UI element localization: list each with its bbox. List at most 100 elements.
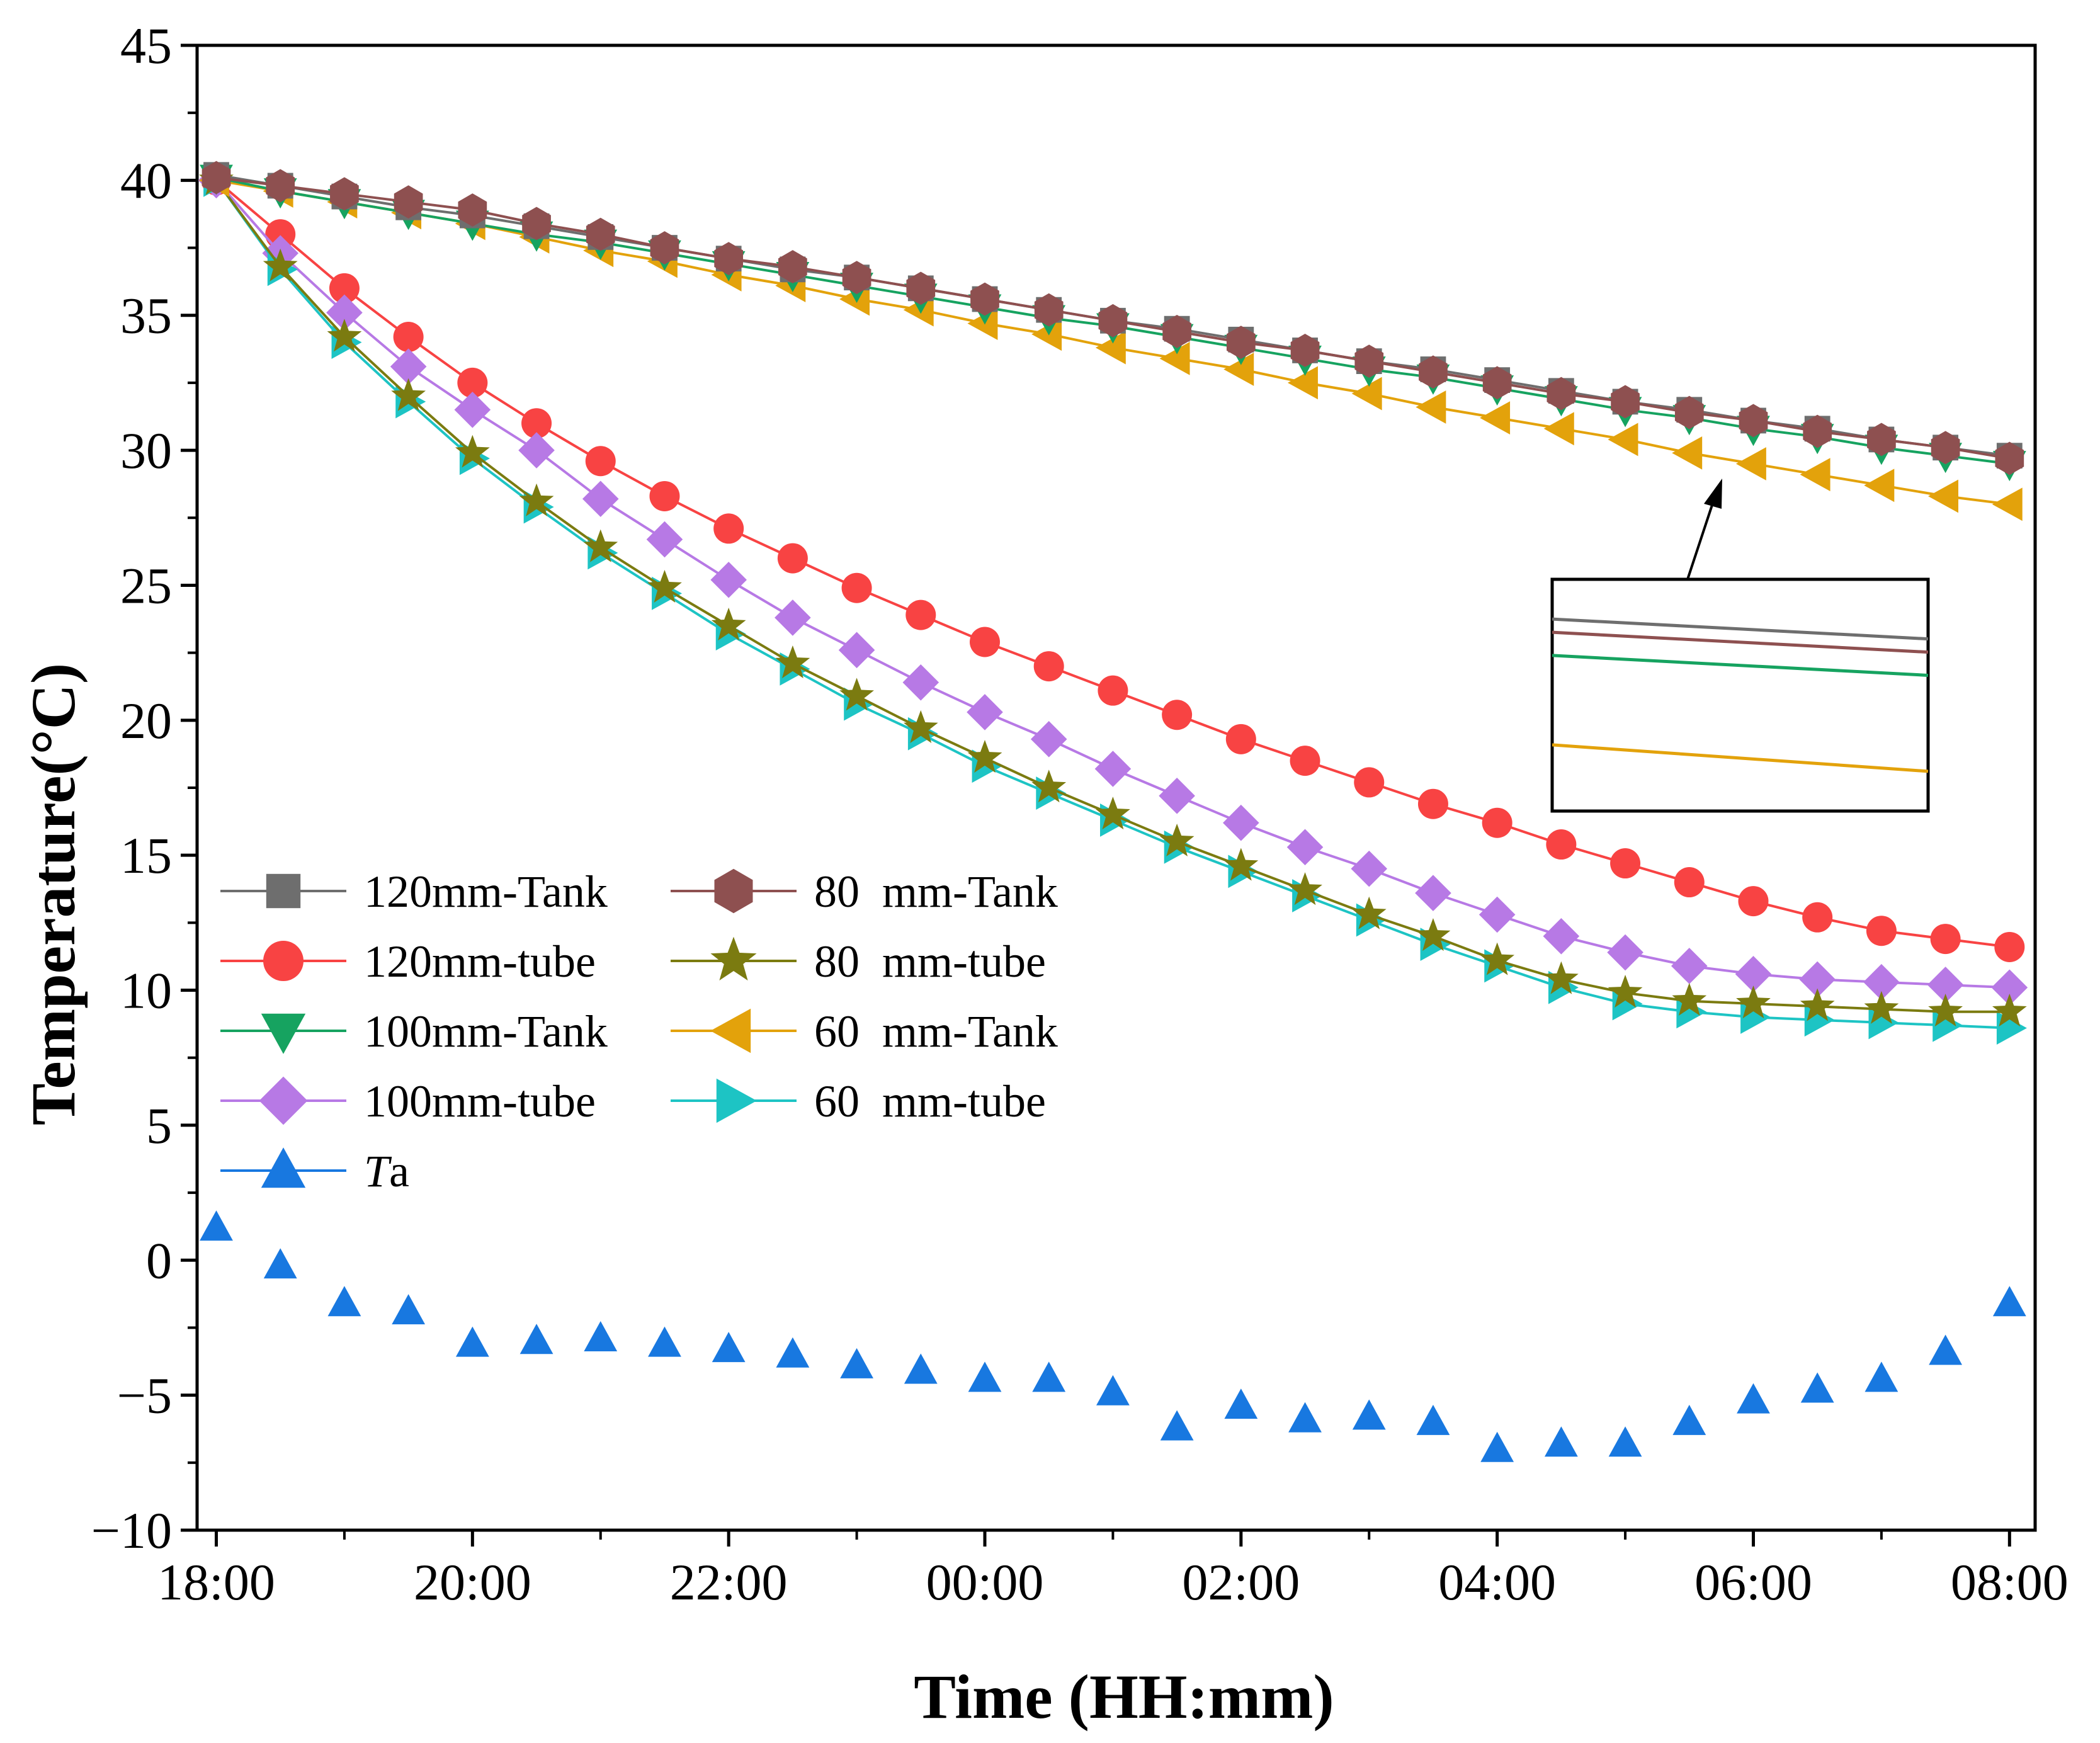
data-point [1034,293,1064,327]
x-tick-label: 04:00 [1438,1553,1556,1611]
data-point [1288,872,1322,906]
data-point [1672,436,1703,470]
legend-entry: Ta [220,1146,409,1196]
data-point [1351,850,1388,887]
data-point [1867,423,1896,457]
data-point [518,432,555,468]
data-point [458,193,487,227]
data-point [1096,1375,1130,1405]
data-point [1416,390,1446,424]
data-point [1608,423,1638,457]
legend-entry: 60 mm-tube [671,1076,1046,1127]
legend-label: 60 mm-Tank [814,1006,1058,1057]
data-point [1286,829,1324,866]
data-point [647,569,682,603]
data-point [521,408,552,439]
data-point [1736,985,1771,1019]
data-point [1927,967,1964,1003]
y-tick-label: 15 [120,827,172,884]
data-point [1479,896,1516,933]
data-point [904,1353,938,1384]
data-point [1735,447,1766,480]
data-point [775,599,811,636]
legend-label: 100mm-tube [364,1076,596,1127]
data-point [390,348,427,385]
data-point [1415,875,1451,912]
data-point [1225,724,1256,754]
data-point [457,367,488,398]
data-point [583,529,618,562]
legend-entry: 60 mm-Tank [671,1006,1058,1057]
data-point [1674,395,1704,429]
legend-entry: 100mm-Tank [220,1006,608,1057]
y-tick-label: 20 [120,692,172,749]
data-point [967,694,1003,730]
data-point [1031,769,1067,803]
data-point [1737,1383,1770,1414]
data-point [712,1332,746,1363]
data-point [778,250,807,283]
legend-entry: 120mm-Tank [220,866,608,917]
data-point [1030,721,1067,758]
data-point [1671,948,1708,984]
data-point [1611,385,1640,419]
data-point [1224,1388,1258,1419]
legend-swatch-marker [261,1147,306,1188]
data-point [455,1326,489,1357]
legend-label: 100mm-Tank [364,1006,608,1057]
data-point [1608,1426,1642,1457]
legend-label: Ta [364,1146,409,1196]
data-point [967,740,1002,773]
data-point [713,513,744,544]
data-point [519,1324,553,1354]
legend-label: 80 mm-Tank [814,866,1058,917]
data-point [1930,924,1961,955]
inset-box [1550,577,1930,813]
data-point [1223,353,1254,386]
data-point [263,1248,297,1279]
series-layer [198,161,2028,1462]
data-point [840,1348,873,1378]
inset-layer [1550,479,1930,813]
data-point [839,678,874,711]
data-point [1096,797,1130,830]
data-point [1928,994,1963,1027]
data-point [1482,807,1513,838]
data-point [1354,344,1384,378]
data-point [1995,441,2024,475]
data-point [648,1326,681,1357]
data-point [1098,304,1128,338]
data-point [967,307,998,340]
axes-layer: −10 −5 0 5 10 15 20 25 30 35 40 45 18:00 20:00 22:00 00… [91,17,2069,1611]
data-point [1290,334,1320,367]
y-tick-label: −5 [117,1367,172,1424]
y-tick-label: 5 [146,1097,172,1154]
x-tick-label: 08:00 [1951,1553,2069,1611]
data-point [710,562,747,598]
x-tick-label: 22:00 [670,1553,788,1611]
data-point [1159,778,1195,814]
data-point [650,231,679,264]
data-point [391,378,426,411]
data-point [1674,867,1705,898]
x-tick-label: 02:00 [1182,1553,1300,1611]
data-point [519,483,554,516]
data-point [201,161,231,195]
inset-line [1552,630,1929,654]
data-point [1094,751,1132,787]
data-point [1354,767,1385,798]
data-point [1160,1410,1194,1441]
data-point [902,664,939,701]
data-point [1803,414,1832,448]
data-point [200,1210,233,1241]
data-point [1863,963,1900,1001]
data-point [1226,326,1256,359]
legend-entry: 80 mm-tube [671,936,1046,987]
data-point [1223,804,1259,841]
data-point [1351,377,1382,411]
legend-swatch-marker [266,873,301,909]
data-point [326,294,363,331]
data-point [1159,341,1190,375]
data-point [1287,366,1318,400]
data-point [1544,1426,1578,1457]
